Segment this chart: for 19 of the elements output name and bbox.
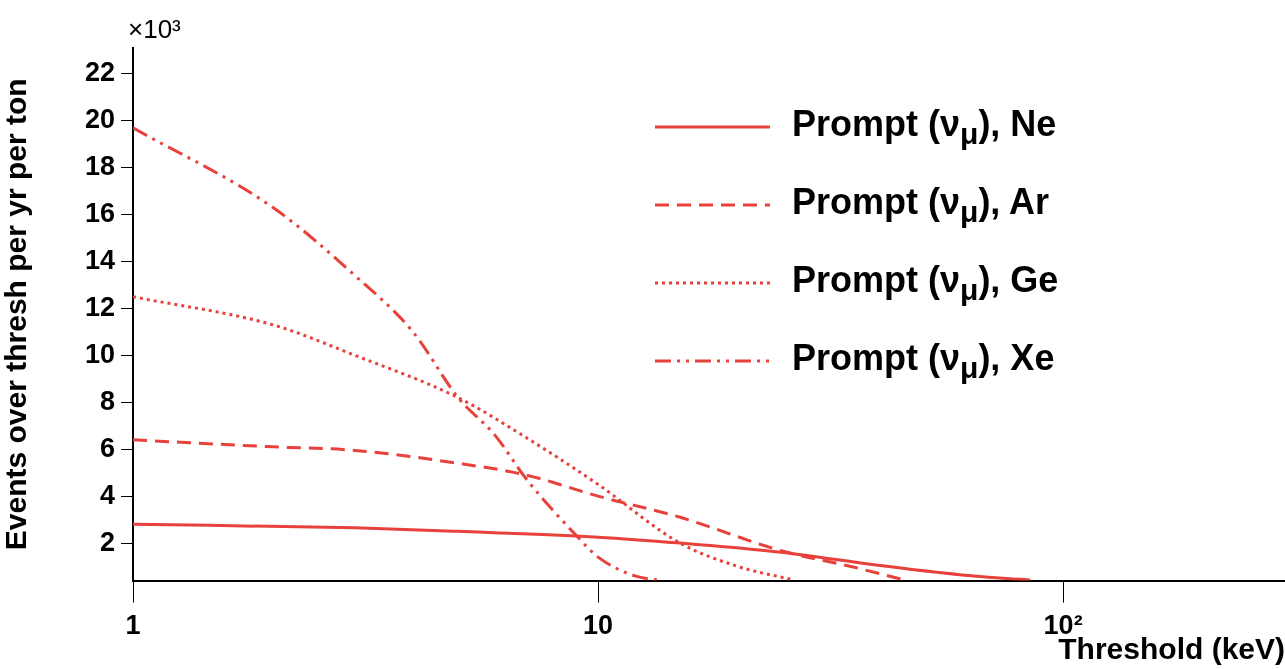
legend-label: Prompt (ν$_{μ}$), Ne [792,102,1057,152]
y-tick-label: 6 [99,432,115,463]
legend-label: Prompt (ν$_{μ}$), Ge [792,258,1059,308]
x-tick-label: 10 [583,610,614,641]
y-tick-label: 22 [84,57,115,88]
y-tick-label: 4 [99,479,115,510]
legend-label: Prompt (ν$_{μ}$), Xe [792,336,1055,386]
text: ×10³ [128,14,181,44]
y-tick-label: 10 [84,338,115,369]
y-tick-label: 14 [84,244,115,275]
y-axis-title: Events over thresh per yr per ton [0,78,33,551]
y-tick-label: 20 [84,104,115,135]
y-tick-label: 16 [84,198,115,229]
y-tick-label: 12 [84,291,115,322]
y-tick-label: 8 [99,385,115,416]
legend-label: Prompt (ν$_{μ}$), Ar [792,180,1050,230]
y-tick-label: 18 [84,151,115,182]
x-tick-label: 1 [125,610,141,641]
y-tick-label: 2 [99,526,115,557]
